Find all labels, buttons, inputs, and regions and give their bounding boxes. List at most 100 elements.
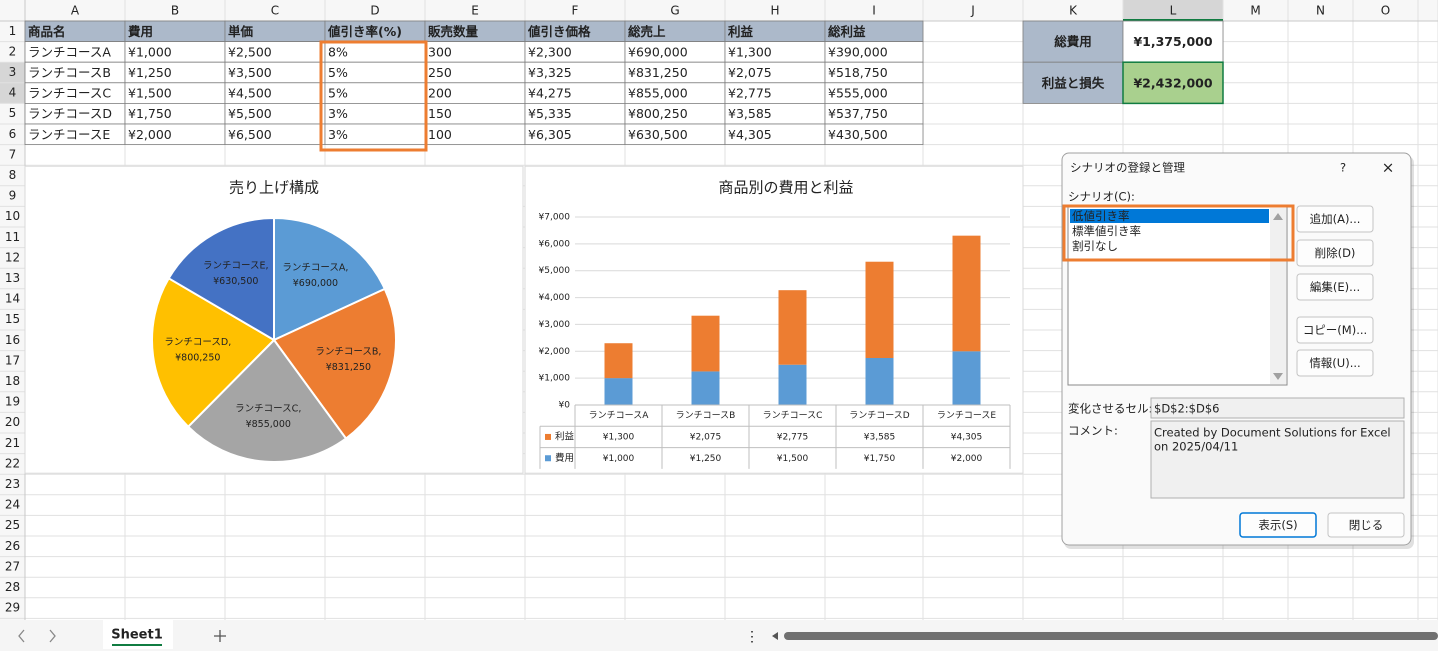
cell-text: ¥855,000	[628, 86, 688, 101]
bar-segment	[865, 261, 894, 358]
scroll-up[interactable]	[1273, 213, 1283, 220]
column-header: M	[1250, 4, 1260, 18]
cell-text: ¥5,335	[528, 106, 572, 121]
dialog-button[interactable]	[1296, 316, 1374, 344]
button-label[interactable]: コピー(M)...	[1303, 323, 1367, 337]
header-text: 費用	[128, 24, 153, 39]
button-label[interactable]: 追加(A)...	[1310, 212, 1361, 226]
button-label[interactable]: 情報(U)...	[1309, 356, 1360, 370]
pie-slice	[272, 287, 397, 440]
data-label: ランチコースA,	[282, 262, 348, 273]
cell-text: 200	[428, 86, 452, 101]
comment-text: Created by Document Solutions for Excel	[1154, 426, 1391, 440]
cell-text: 100	[428, 127, 452, 142]
changing-cells: $D$2:$D$6	[1154, 402, 1220, 416]
cell-text: 300	[428, 44, 452, 59]
legend-label: 利益	[555, 430, 575, 442]
comment-text: on 2025/04/11	[1154, 440, 1238, 454]
column-header: F	[572, 4, 579, 18]
scenario-item[interactable]: 割引なし	[1072, 239, 1118, 253]
cell-text: ¥4,500	[228, 86, 272, 101]
x-tick-label: ランチコースB	[676, 410, 736, 421]
row-header: 18	[5, 374, 20, 388]
cell-text: ランチコースE	[28, 127, 110, 142]
cell-text: ¥630,500	[628, 127, 688, 142]
data-label: ランチコースC,	[235, 403, 301, 414]
row-header: 20	[5, 415, 20, 429]
row-header: 16	[5, 333, 20, 347]
y-tick-label: ¥0	[559, 401, 571, 411]
cell-text: ¥2,775	[728, 86, 772, 101]
dialog-button[interactable]	[1296, 349, 1374, 377]
data-label-value: ¥800,250	[175, 352, 220, 363]
horizontal-scrollbar[interactable]	[784, 632, 1438, 640]
cell-text: ¥2,300	[528, 44, 572, 59]
scroll-down[interactable]	[1273, 373, 1283, 380]
bottom-bar: Sheet1	[0, 620, 1438, 651]
cell-text: ランチコースD	[28, 106, 112, 121]
show-button[interactable]	[1239, 512, 1317, 538]
header-text: 商品名	[28, 24, 66, 39]
row-header: 7	[9, 147, 17, 161]
dialog-button[interactable]	[1296, 273, 1374, 301]
column-header: D	[370, 4, 379, 18]
summary-label-cell	[1022, 61, 1124, 104]
y-tick-label: ¥6,000	[539, 239, 571, 249]
scroll-left[interactable]	[772, 632, 778, 640]
button-label[interactable]: 編集(E)...	[1310, 280, 1360, 294]
help-button[interactable]: ?	[1340, 161, 1346, 175]
data-label-value: ¥690,000	[293, 278, 338, 289]
column-header: J	[970, 4, 975, 18]
data-label-value: ¥855,000	[246, 419, 291, 430]
row-header: 2	[9, 44, 17, 58]
header-text: 総売上	[628, 24, 666, 39]
label-separator: ,	[266, 260, 269, 271]
bar-segment	[952, 351, 981, 405]
cell-text: ¥1,250	[128, 65, 172, 80]
dialog-button[interactable]	[1296, 239, 1374, 267]
label-separator: ,	[298, 403, 301, 414]
next-sheet[interactable]	[49, 629, 56, 643]
show-label[interactable]: 表示(S)	[1258, 518, 1297, 532]
cell-text: ¥537,750	[828, 106, 888, 121]
cell-text: ¥2,000	[128, 127, 172, 142]
cell-text: ¥800,250	[628, 106, 688, 121]
cell-text: ¥2,075	[728, 65, 772, 80]
scenario-item[interactable]: 低値引き率	[1072, 209, 1130, 223]
chart-title: 商品別の費用と利益	[718, 179, 853, 197]
chart-area	[524, 165, 1024, 474]
row-header: 29	[5, 601, 20, 615]
close-dialog-button[interactable]	[1327, 512, 1405, 538]
row-header: 12	[5, 250, 20, 264]
header-text: 販売数量	[428, 24, 479, 39]
dialog-button[interactable]	[1296, 205, 1374, 233]
scenario-item[interactable]: 標準値引き率	[1072, 224, 1141, 238]
summary-value-cell	[1122, 61, 1224, 104]
label-separator: ,	[228, 336, 231, 347]
button-label[interactable]: 削除(D)	[1315, 246, 1356, 260]
add-sheet[interactable]	[214, 630, 226, 642]
column-header: E	[471, 4, 479, 18]
column-header: B	[171, 4, 179, 18]
y-tick-label: ¥2,000	[539, 347, 571, 357]
row-header: 13	[5, 271, 20, 285]
cell-text: 3%	[328, 106, 348, 121]
highlight-box	[319, 40, 428, 152]
label-category: ランチコースD	[164, 336, 228, 347]
cell-text: ¥6,500	[228, 127, 272, 142]
column-header: O	[1381, 4, 1390, 18]
close-button[interactable]: ×	[1382, 159, 1395, 177]
bar-segment	[604, 343, 633, 379]
summary-label: 総費用	[1054, 34, 1092, 49]
row-header: 19	[5, 395, 20, 409]
y-tick-label: ¥5,000	[539, 266, 571, 276]
row-header: 6	[9, 127, 17, 141]
close-label[interactable]: 閉じる	[1349, 518, 1384, 532]
cell-text: 8%	[328, 44, 348, 59]
sheet-tab-label[interactable]: Sheet1	[111, 628, 163, 643]
bar-segment	[604, 378, 633, 405]
bar-segment	[778, 364, 807, 405]
y-tick-label: ¥3,000	[539, 320, 571, 330]
prev-sheet[interactable]	[18, 629, 25, 643]
